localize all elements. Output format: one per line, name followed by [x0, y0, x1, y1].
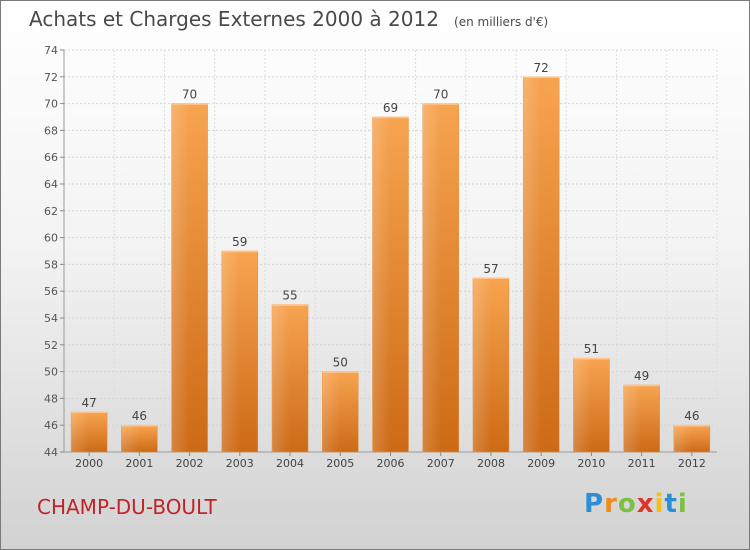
x-tick-label: 2008 — [477, 457, 505, 470]
bar-highlight — [71, 411, 90, 452]
data-label: 59 — [232, 235, 247, 249]
data-label: 69 — [383, 101, 398, 115]
x-tick-label: 2010 — [577, 457, 605, 470]
logo-letter: P — [584, 489, 605, 519]
x-tick-label: 2003 — [226, 457, 254, 470]
y-tick-label: 64 — [44, 178, 58, 191]
x-tick-label: 2005 — [326, 457, 354, 470]
title-row: Achats et Charges Externes 2000 à 2012 (… — [29, 7, 548, 31]
bar-highlight — [673, 425, 692, 452]
logo-letter: i — [654, 489, 665, 519]
x-tick-label: 2012 — [678, 457, 706, 470]
chart-subtitle: (en milliers d'€) — [454, 15, 549, 29]
y-tick-label: 68 — [44, 124, 58, 137]
y-tick-label: 52 — [44, 339, 58, 352]
bar-highlight — [422, 103, 441, 452]
data-label: 47 — [81, 396, 96, 410]
bar-highlight — [221, 251, 240, 452]
data-label: 49 — [634, 369, 649, 383]
logo-letter: r — [604, 489, 618, 519]
x-tick-label: 2006 — [377, 457, 405, 470]
data-label: 46 — [684, 409, 699, 423]
bar-highlight — [322, 371, 341, 452]
y-tick-label: 56 — [44, 285, 58, 298]
y-tick-label: 72 — [44, 71, 58, 84]
data-label: 50 — [333, 356, 348, 370]
y-tick-label: 70 — [44, 98, 58, 111]
commune-name: CHAMP-DU-BOULT — [37, 495, 217, 519]
data-label: 70 — [433, 88, 448, 102]
x-tick-label: 2002 — [176, 457, 204, 470]
bar-highlight — [171, 103, 190, 452]
labels: 44 46 48 50 52 54 56 58 60 62 64 66 68 70 72 74 47 2000 46… — [44, 44, 706, 470]
x-tick-label: 2011 — [628, 457, 656, 470]
logo-letter: o — [617, 489, 637, 519]
data-label: 51 — [584, 342, 599, 356]
y-tick-label: 66 — [44, 151, 58, 164]
y-tick-label: 60 — [44, 232, 58, 245]
x-tick-label: 2009 — [527, 457, 555, 470]
logo-letter: x — [636, 489, 655, 519]
proxiti-logo: Proxiti — [584, 489, 688, 519]
y-tick-label: 48 — [44, 392, 58, 405]
y-tick-label: 62 — [44, 205, 58, 218]
data-label: 72 — [534, 61, 549, 75]
data-label: 55 — [282, 289, 297, 303]
bar-highlight — [573, 358, 592, 452]
bars — [70, 76, 711, 453]
y-tick-label: 74 — [44, 44, 58, 57]
y-tick-label: 58 — [44, 258, 58, 271]
x-tick-label: 2004 — [276, 457, 304, 470]
x-tick-label: 2000 — [75, 457, 103, 470]
x-tick-label: 2007 — [427, 457, 455, 470]
y-tick-label: 44 — [44, 446, 58, 459]
y-tick-label: 54 — [44, 312, 58, 325]
y-tick-label: 50 — [44, 366, 58, 379]
x-tick-label: 2001 — [125, 457, 153, 470]
bar-highlight — [121, 425, 140, 452]
chart-title: Achats et Charges Externes 2000 à 2012 — [29, 7, 439, 31]
bar-highlight — [272, 304, 291, 452]
data-label: 46 — [132, 409, 147, 423]
bar-highlight — [472, 277, 491, 452]
bar-highlight — [372, 117, 391, 452]
bar-highlight — [523, 76, 542, 453]
logo-letter: i — [677, 489, 688, 519]
y-tick-label: 46 — [44, 419, 58, 432]
logo-letter: t — [664, 489, 678, 519]
data-label: 57 — [483, 262, 498, 276]
data-label: 70 — [182, 88, 197, 102]
bar-highlight — [623, 385, 642, 452]
